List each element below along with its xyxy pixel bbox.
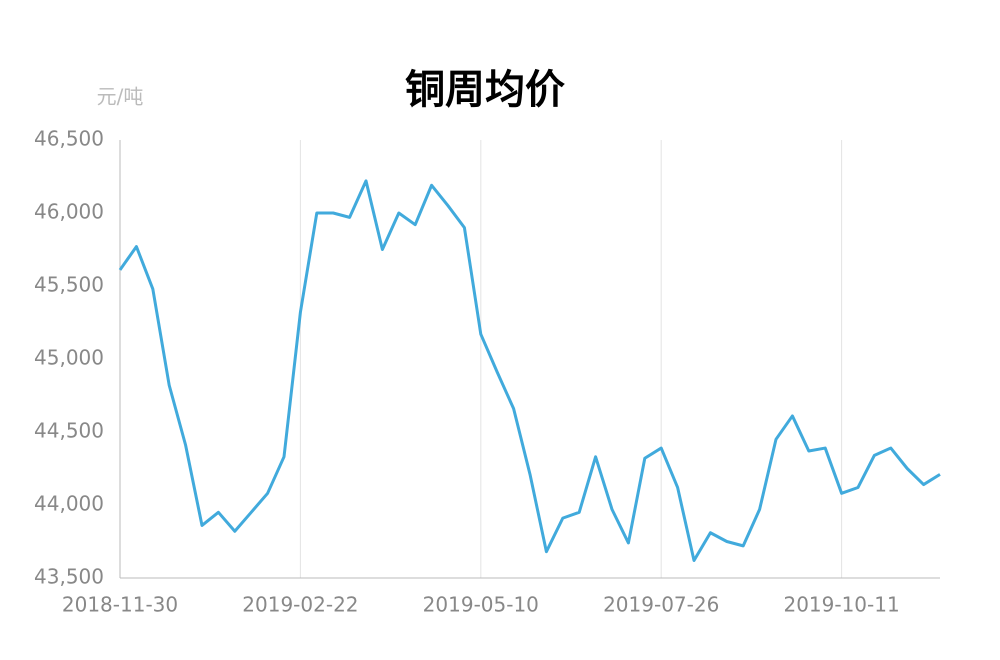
line bbox=[118, 179, 941, 562]
y-tick-label: 44,500 bbox=[34, 419, 104, 443]
y-tick-label: 46,500 bbox=[34, 127, 104, 151]
y-tick-label: 45,000 bbox=[34, 346, 104, 370]
x-tick-label: 2019-10-11 bbox=[783, 593, 899, 617]
x-tick-label: 2018-11-30 bbox=[62, 593, 178, 617]
y-unit: 元/吨 bbox=[97, 85, 144, 109]
y-tick-label: 43,500 bbox=[34, 565, 104, 589]
x-tick-label: 2019-02-22 bbox=[242, 593, 358, 617]
x-tick-label: 2019-05-10 bbox=[423, 593, 539, 617]
y-tick-label: 44,000 bbox=[34, 492, 104, 516]
y-tick-label: 46,000 bbox=[34, 200, 104, 224]
x-tick-label: 2019-07-26 bbox=[603, 593, 719, 617]
y-tick-label: 45,500 bbox=[34, 273, 104, 297]
chart-title: 铜周均价 bbox=[405, 67, 565, 113]
